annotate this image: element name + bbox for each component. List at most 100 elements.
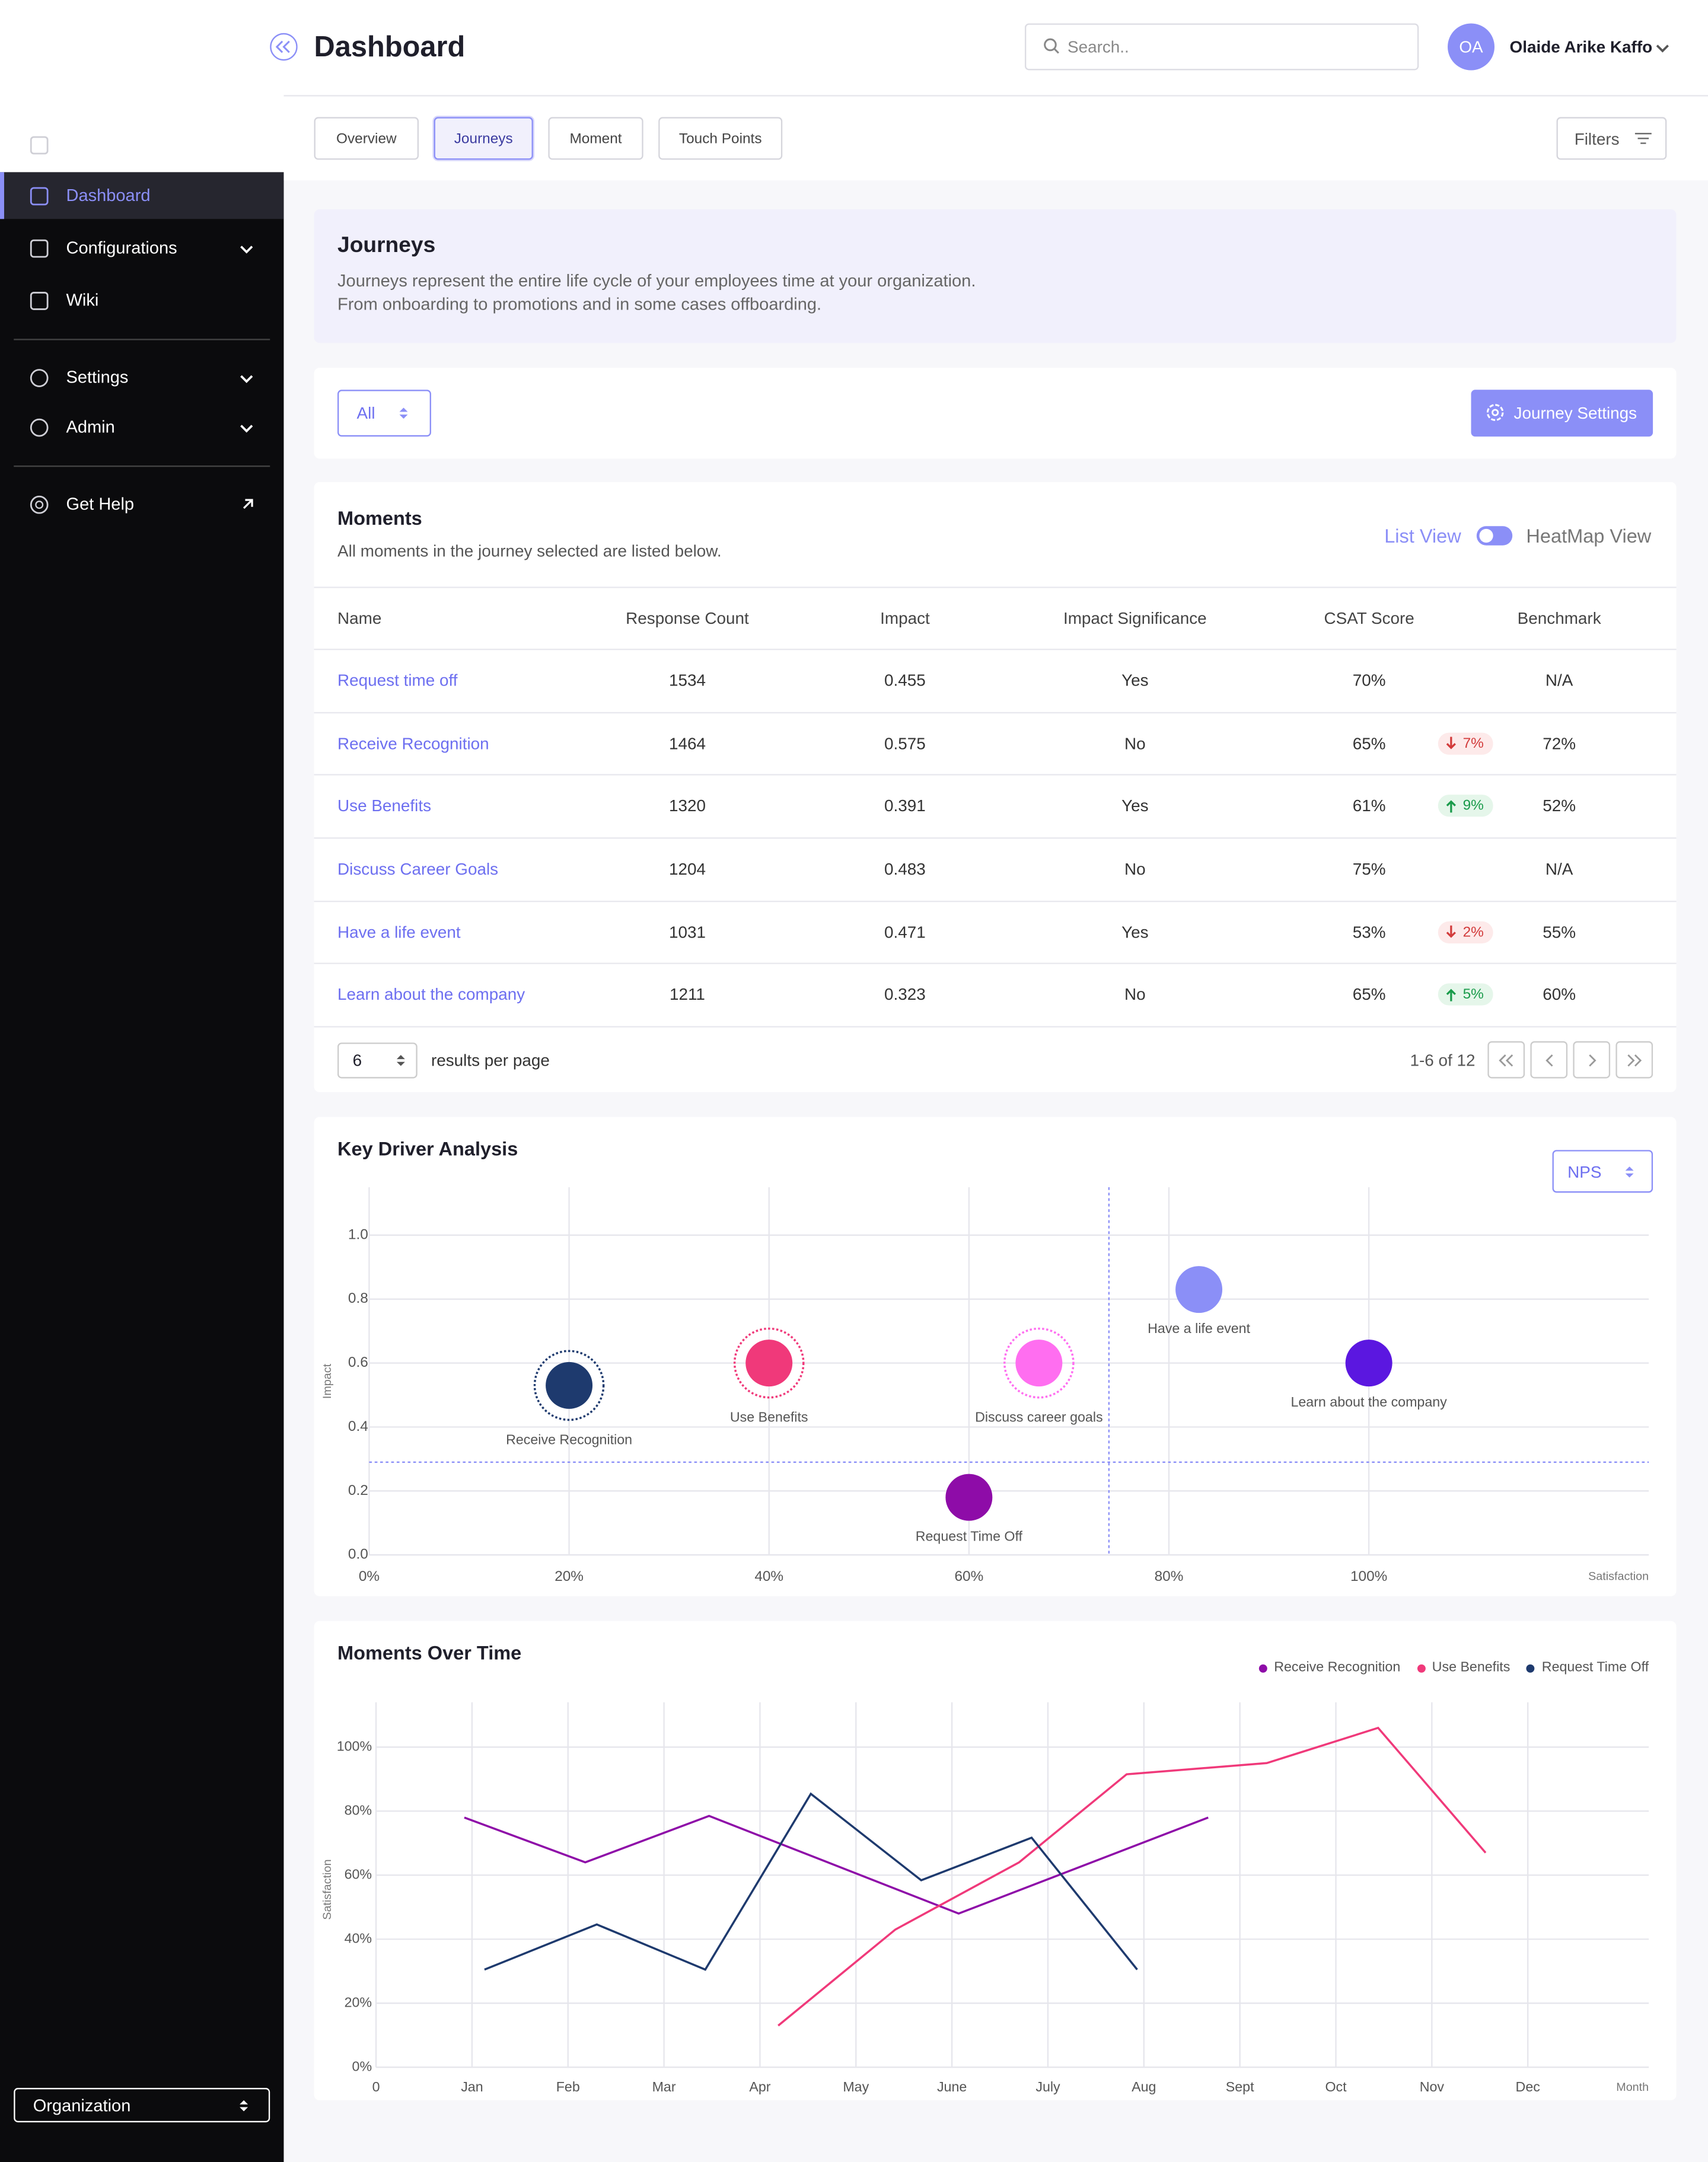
moment-link[interactable]: Receive Recognition (337, 733, 489, 753)
select-arrows (396, 1055, 405, 1066)
legend-label: Use Benefits (1432, 1660, 1511, 1676)
nav-item[interactable]: Admin (66, 417, 115, 437)
table-cell: 75% (1352, 859, 1386, 879)
sidebar-divider (14, 339, 270, 340)
moment-link[interactable]: Learn about the company (337, 984, 525, 1005)
point-label: Learn about the company (1290, 1394, 1447, 1410)
table-cell: 61% (1352, 796, 1386, 815)
page-icon (1627, 1054, 1642, 1067)
moment-link[interactable]: Use Benefits (337, 796, 432, 815)
avatar-initials: OA (1459, 37, 1483, 57)
table-cell: 1211 (669, 984, 705, 1005)
chevron-icon (240, 425, 253, 433)
table-row-divider (314, 1026, 1677, 1028)
nav-item[interactable]: Getting Started (66, 135, 182, 155)
page-button[interactable] (1573, 1041, 1611, 1079)
user-name[interactable]: Olaide Arike Kaffo (1509, 37, 1653, 57)
table-cell: Yes (1121, 921, 1149, 942)
x-tick-label: 100% (1350, 1568, 1387, 1584)
nav-icon (30, 136, 49, 155)
intro-title: Journeys (337, 234, 436, 258)
gear-icon (1486, 404, 1504, 421)
table-cell: 0.471 (884, 921, 926, 942)
table-cell: Yes (1121, 671, 1149, 690)
page-button[interactable] (1615, 1041, 1653, 1079)
point (1345, 1340, 1392, 1387)
point-label: Have a life event (1148, 1321, 1250, 1336)
table-row-divider (314, 648, 1677, 650)
y-tick-label: 0.4 (348, 1418, 368, 1434)
table-cell: 72% (1543, 733, 1576, 753)
y-tick-label: 60% (345, 1866, 372, 1882)
legend-item: Receive Recognition (1258, 1660, 1400, 1675)
point-label: Receive Recognition (506, 1431, 632, 1447)
table-cell: 70% (1352, 671, 1386, 690)
moment-link[interactable]: Discuss Career Goals (337, 859, 499, 879)
x-axis-label: Satisfaction (1588, 1570, 1649, 1583)
change-arrow (1446, 925, 1456, 938)
help-icon (30, 495, 49, 514)
nav-item[interactable]: Wiki (66, 291, 99, 310)
moment-link[interactable]: Have a life event (337, 921, 461, 942)
page-button[interactable] (1530, 1041, 1568, 1079)
select-arrows (1625, 1166, 1634, 1178)
top-area (0, 0, 1708, 181)
tab[interactable] (314, 117, 419, 160)
table-cell: 1534 (668, 671, 706, 690)
table-cell: 0.455 (884, 671, 926, 690)
table-cell: No (1124, 859, 1146, 879)
journey-select-value: All (356, 403, 375, 423)
search-box[interactable] (1024, 23, 1419, 71)
moment-link[interactable]: Request time off (337, 671, 458, 690)
tab[interactable] (548, 117, 643, 160)
help-link[interactable]: Get Help (66, 494, 135, 514)
per-page-select[interactable] (337, 1042, 418, 1079)
metric-select[interactable] (1552, 1150, 1653, 1193)
y-tick-label: 0.8 (348, 1290, 368, 1306)
x-tick-label: July (1035, 2079, 1060, 2094)
search-placeholder: Search.. (1067, 37, 1129, 57)
heatmap-view-toggle[interactable]: HeatMap View (1526, 524, 1652, 547)
change-value: 2% (1462, 923, 1484, 940)
nav-item[interactable]: Settings (66, 368, 129, 387)
point-ring (1003, 1327, 1075, 1399)
change-badge (1438, 920, 1493, 943)
nav-item[interactable]: Configurations (66, 238, 177, 258)
table-cell: Yes (1121, 796, 1149, 815)
list-view-toggle[interactable]: List View (1384, 524, 1461, 547)
page-button[interactable] (1487, 1041, 1525, 1079)
page-icon (1499, 1054, 1513, 1067)
tab-label: Journeys (454, 130, 513, 148)
avatar[interactable] (1448, 23, 1494, 71)
tab[interactable] (658, 117, 783, 160)
table-cell: 0.575 (884, 733, 926, 753)
page-range: 1-6 of 12 (1410, 1051, 1476, 1070)
series-line (464, 1815, 1209, 1915)
journey-select[interactable] (337, 390, 431, 437)
tab[interactable] (434, 117, 533, 160)
table-row-divider (314, 712, 1677, 714)
table-header: Impact Significance (1063, 608, 1207, 629)
y-tick-label: 100% (337, 1738, 372, 1753)
tab-label: Overview (336, 130, 397, 148)
table-cell: No (1124, 733, 1146, 753)
y-axis-label: Satisfaction (321, 1860, 334, 1920)
journey-settings-button[interactable] (1471, 390, 1653, 437)
header-divider (283, 95, 1708, 97)
point-label: Use Benefits (730, 1410, 808, 1425)
nav-icon (30, 187, 49, 206)
nav-item[interactable]: Dashboard (66, 186, 151, 206)
org-select[interactable] (14, 2088, 270, 2123)
tab-label: Moment (569, 130, 622, 148)
table-cell: 0.323 (884, 984, 926, 1005)
point (945, 1474, 993, 1521)
legend-swatch (1417, 1663, 1426, 1672)
moments-over-time-title: Moments Over Time (337, 1641, 522, 1664)
point (1015, 1340, 1063, 1387)
x-axis-label: Month (1616, 2081, 1649, 2094)
tab-label: Touch Points (678, 130, 762, 148)
page-icon (1589, 1054, 1597, 1067)
table-cell: No (1124, 984, 1146, 1005)
external-icon (243, 499, 253, 509)
